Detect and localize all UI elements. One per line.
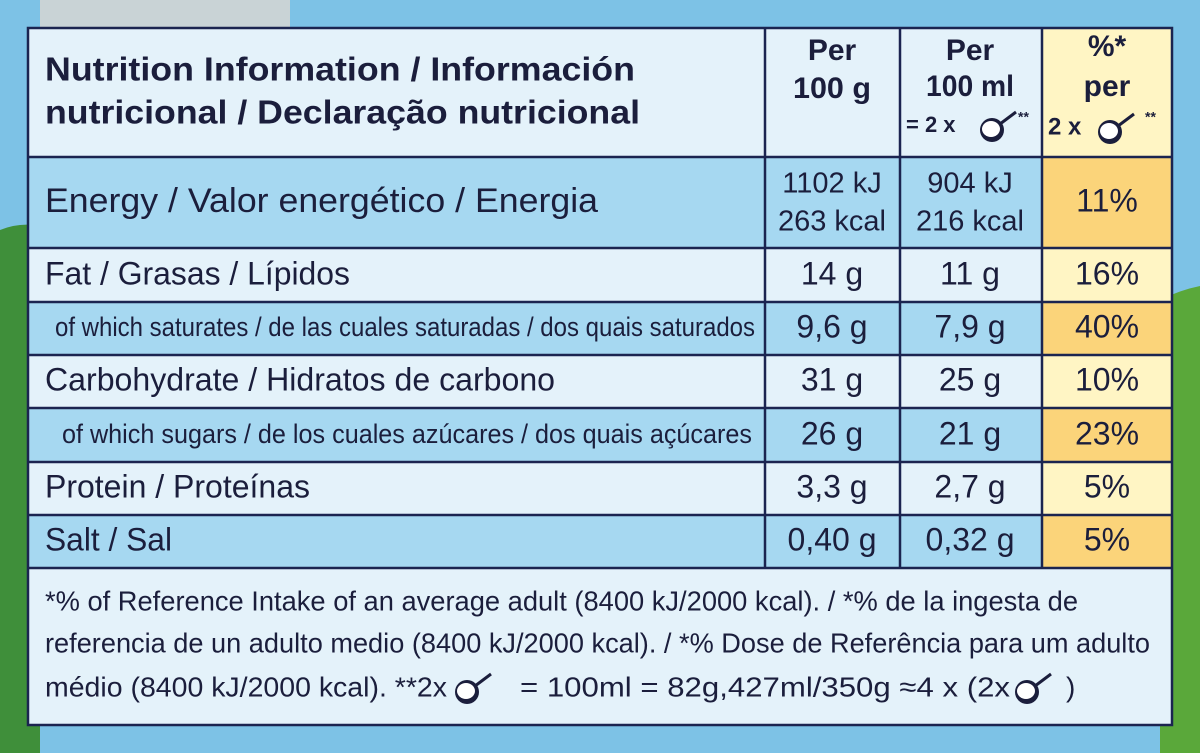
value: 2,7 g xyxy=(934,468,1005,504)
table xyxy=(26,26,1174,727)
footnote: médio (8400 kJ/2000 kcal). **2x xyxy=(45,671,447,702)
row-label: Fat / Grasas / Lípidos xyxy=(45,255,350,291)
value: 1102 kJ xyxy=(782,168,881,200)
cell xyxy=(28,462,1042,515)
row-label: Salt / Sal xyxy=(45,521,172,557)
photo-strip xyxy=(40,0,290,28)
value: 7,9 g xyxy=(934,308,1005,344)
cell xyxy=(1042,302,1172,355)
value: 216 kcal xyxy=(916,206,1024,238)
col-header: 100 g xyxy=(793,72,871,105)
value: 263 kcal xyxy=(778,206,886,238)
ri-value: 40% xyxy=(1075,308,1139,344)
cell xyxy=(28,302,1042,355)
table-border xyxy=(26,26,1174,727)
cell xyxy=(1042,355,1172,408)
value: 11 g xyxy=(940,255,1000,291)
row-label: Protein / Proteínas xyxy=(45,468,310,504)
cell xyxy=(1042,462,1172,515)
col-header: = 2 x xyxy=(906,112,956,137)
value: 9,6 g xyxy=(796,308,867,344)
cell xyxy=(28,355,1042,408)
value: 0,40 g xyxy=(788,521,877,557)
footnote-mark: ** xyxy=(1145,109,1156,125)
cell xyxy=(1042,248,1172,302)
footnote: *% of Reference Intake of an average adu… xyxy=(45,585,1078,616)
ri-value: 11% xyxy=(1076,182,1138,218)
ri-value: 5% xyxy=(1084,521,1130,557)
title: Nutrition Information / Información xyxy=(45,51,635,88)
value: 14 g xyxy=(801,255,863,291)
col-header: per xyxy=(1084,70,1131,103)
row-label: of which sugars / de los cuales azúcares… xyxy=(62,419,752,449)
cell xyxy=(1042,157,1172,248)
row-label: Energy / Valor energético / Energia xyxy=(45,182,598,220)
col-header: 100 ml xyxy=(926,70,1014,103)
value: 26 g xyxy=(801,415,863,451)
col-header: %* xyxy=(1088,30,1127,63)
footnote: referencia de un adulto medio (8400 kJ/2… xyxy=(45,627,1150,658)
grid-lines xyxy=(28,28,1172,570)
cell xyxy=(28,157,1042,248)
ri-value: 5% xyxy=(1084,468,1130,504)
cell xyxy=(1042,515,1172,568)
ri-value: 23% xyxy=(1075,415,1139,451)
value: 3,3 g xyxy=(796,468,867,504)
col-header: 2 x xyxy=(1048,113,1082,140)
cell xyxy=(28,28,1042,157)
cell xyxy=(28,248,1042,302)
value: 0,32 g xyxy=(926,521,1015,557)
cell xyxy=(28,568,1172,725)
value: 25 g xyxy=(939,361,1001,397)
footnote-mark: ** xyxy=(1018,109,1029,125)
col-header: Per xyxy=(808,34,857,67)
row-label: Carbohydrate / Hidratos de carbono xyxy=(45,361,555,397)
title: nutricional / Declaração nutricional xyxy=(45,94,640,131)
col-header: Per xyxy=(946,34,995,67)
cell xyxy=(28,515,1042,568)
footnote: = 100ml = 82g,427ml/350g ≈4 x (2x xyxy=(520,671,1010,702)
value: 21 g xyxy=(939,415,1001,451)
footnote: ) xyxy=(1066,671,1075,702)
value: 31 g xyxy=(801,361,863,397)
value: 904 kJ xyxy=(927,168,1012,200)
ri-value: 16% xyxy=(1075,255,1139,291)
row-label: of which saturates / de las cuales satur… xyxy=(55,312,755,342)
cell xyxy=(1042,408,1172,462)
cell xyxy=(28,408,1042,462)
ri-value: 10% xyxy=(1075,361,1139,397)
